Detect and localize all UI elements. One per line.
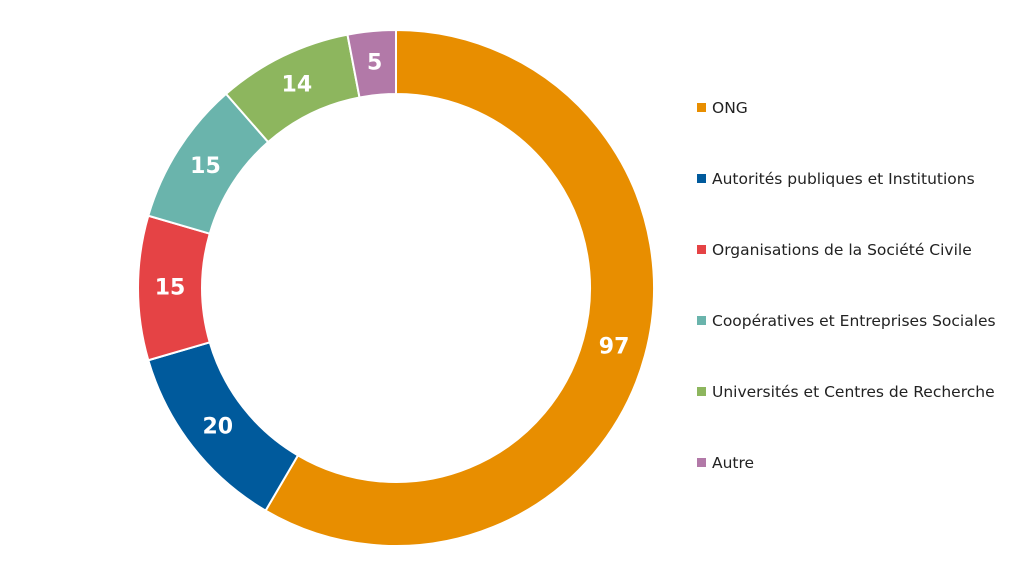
legend-label-4: Universités et Centres de Recherche [712, 383, 995, 401]
legend-item-5: Autre [697, 452, 1024, 523]
legend-label-2: Organisations de la Société Civile [712, 241, 972, 259]
legend-item-4: Universités et Centres de Recherche [697, 381, 1024, 452]
legend-label-1: Autorités publiques et Institutions [712, 170, 975, 188]
slice-5 [346, 28, 397, 99]
legend-swatch-5 [697, 458, 706, 467]
legend-label-0: ONG [712, 99, 748, 117]
data-label-2: 15 [155, 276, 186, 301]
legend-item-1: Autorités publiques et Institutions [697, 168, 1024, 239]
slice-0 [264, 28, 655, 547]
donut-chart: 97 20 15 15 14 5 [137, 28, 655, 547]
data-label-1: 20 [202, 414, 233, 439]
data-label-5: 5 [367, 51, 382, 76]
legend-label-5: Autre [712, 454, 755, 472]
legend-swatch-1 [697, 174, 706, 183]
legend-item-2: Organisations de la Société Civile [697, 239, 1024, 310]
data-label-4: 14 [282, 72, 313, 97]
legend-item-0: ONG [697, 97, 1024, 168]
legend-swatch-3 [697, 316, 706, 325]
legend-swatch-0 [697, 103, 706, 112]
legend-label-3: Coopératives et Entreprises Sociales [712, 312, 996, 330]
slices-group [137, 28, 655, 547]
data-labels-group: 97 20 15 15 14 5 [155, 51, 630, 440]
data-label-0: 97 [599, 335, 630, 360]
data-label-3: 15 [190, 154, 221, 179]
legend-swatch-4 [697, 387, 706, 396]
legend-item-3: Coopératives et Entreprises Sociales [697, 310, 1024, 381]
legend: ONG Autorités publiques et Institutions Or… [697, 97, 1024, 523]
legend-swatch-2 [697, 245, 706, 254]
